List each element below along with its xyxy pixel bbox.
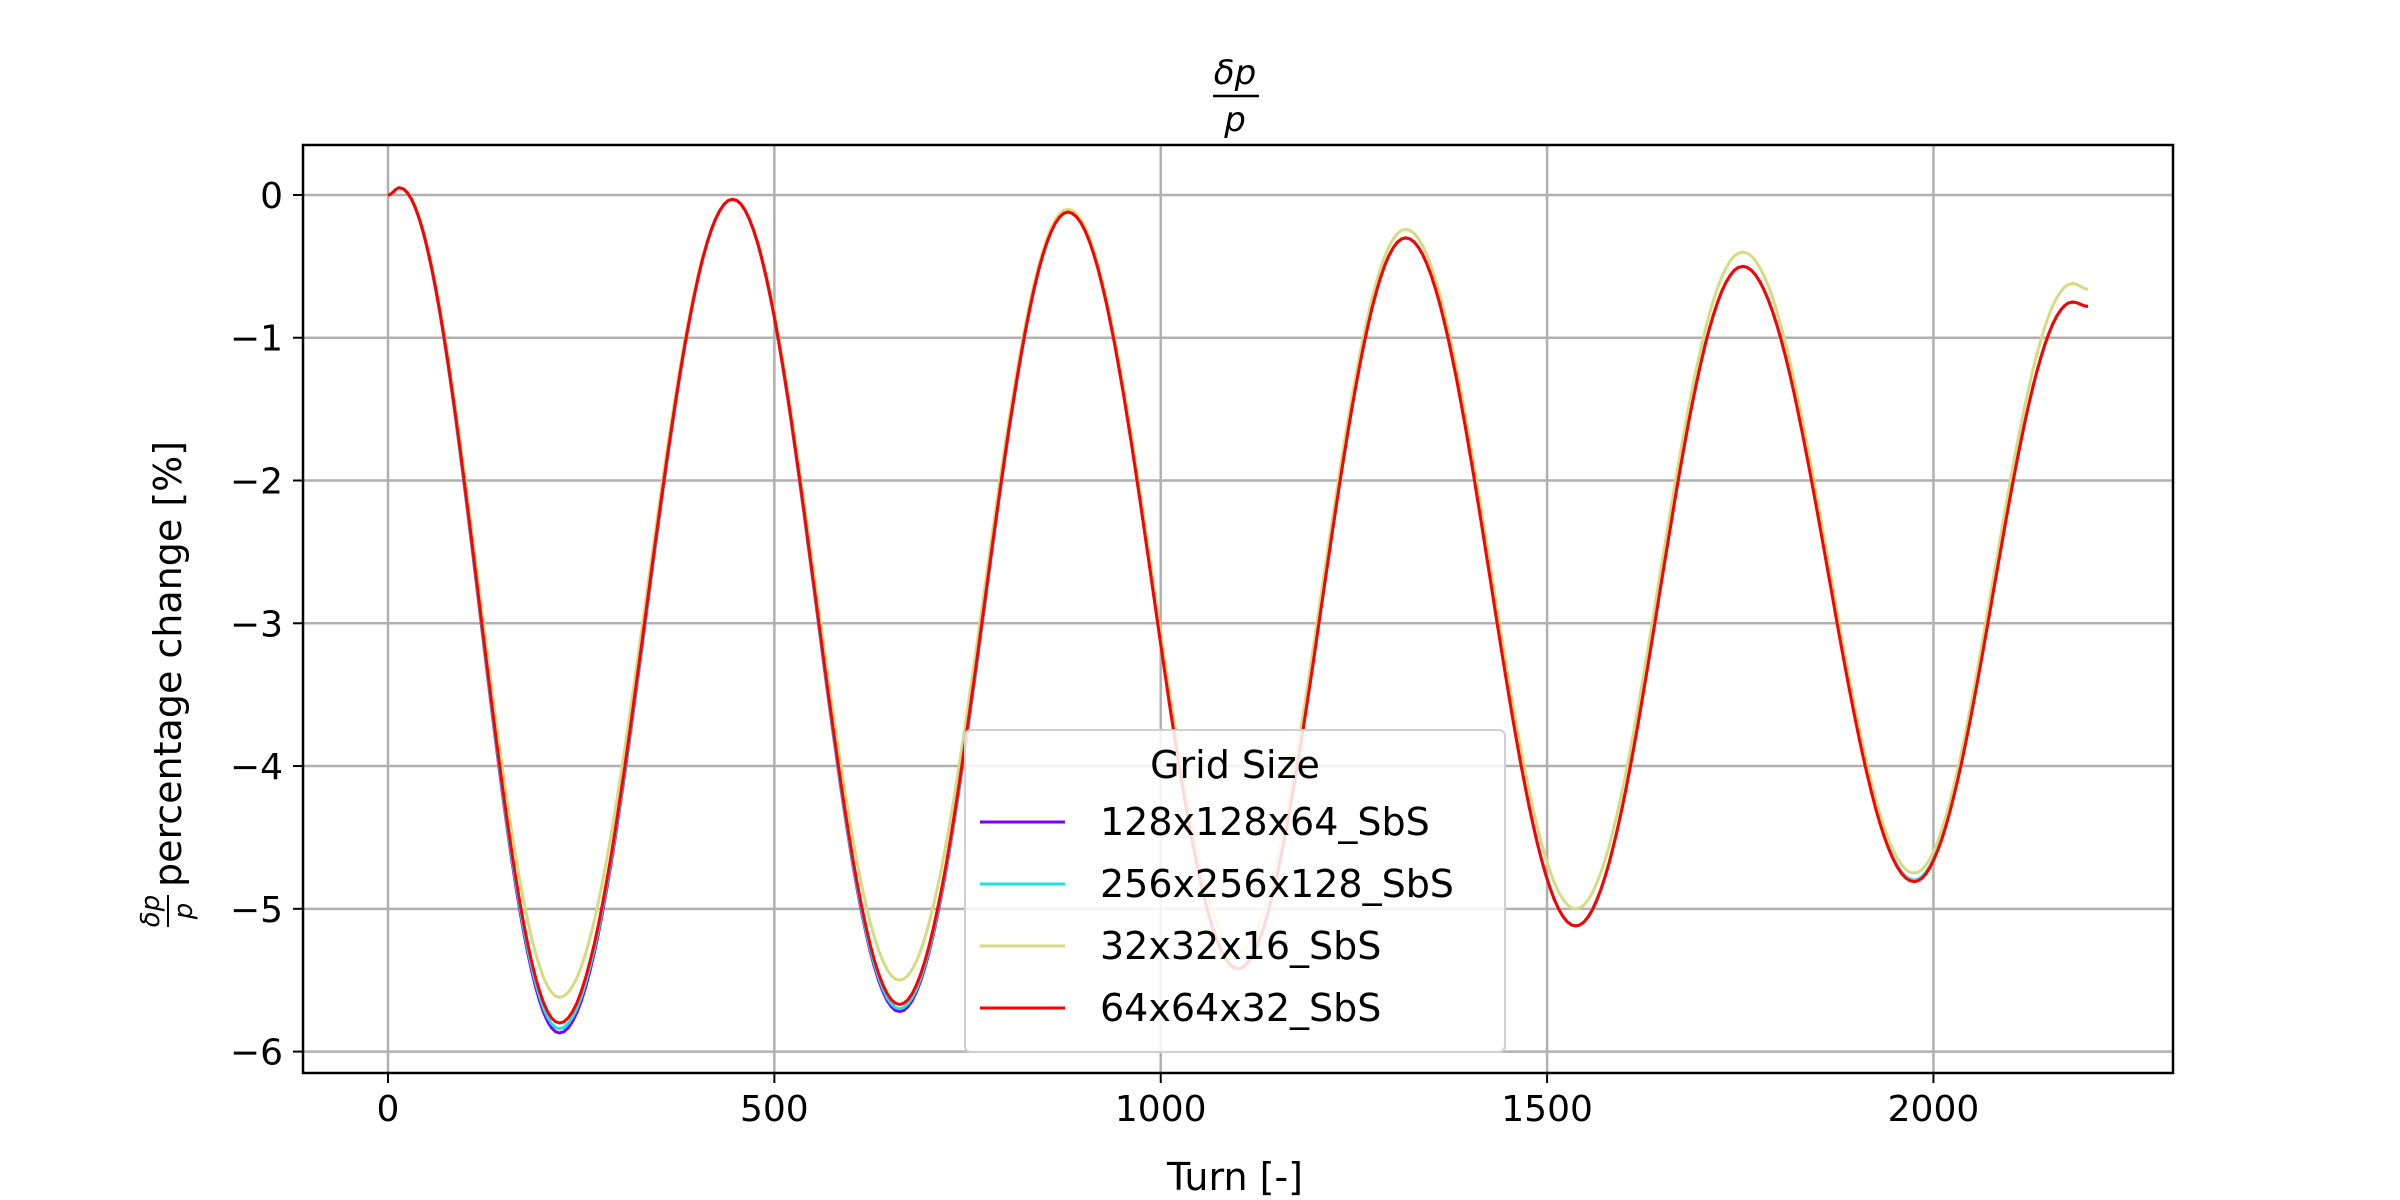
legend-entries: 128x128x64_SbS 256x256x128_SbS 32x32x16_Sb…	[980, 800, 1454, 1030]
y-tick-label: −6	[230, 1033, 283, 1074]
legend-entry-label: 64x64x32_SbS	[1100, 986, 1381, 1030]
y-tick-label: 0	[260, 176, 283, 217]
x-axis-label: Turn [-]	[1166, 1155, 1303, 1199]
legend: Grid Size 128x128x64_SbS 256x256x128_SbS 3…	[964, 729, 1506, 1053]
y-tick-label: −1	[230, 319, 283, 360]
legend-entry-label: 256x256x128_SbS	[1100, 862, 1454, 906]
y-axis-label: δp p percentage change [%]	[136, 441, 199, 927]
y-tick-label: −5	[230, 890, 283, 931]
x-tick-label: 500	[740, 1089, 809, 1130]
y-tick-label: −4	[230, 747, 283, 788]
y-label-fraction-denominator: p	[169, 903, 199, 921]
chart-title: δp p	[1213, 53, 1259, 140]
y-tick-label: −2	[230, 462, 283, 503]
x-tick-label: 1000	[1115, 1089, 1207, 1130]
legend-entry-label: 32x32x16_SbS	[1100, 924, 1381, 968]
plot-area	[301, 143, 2175, 1075]
plot-frame	[301, 143, 2175, 1075]
y-tick-label: −3	[230, 604, 283, 645]
title-denominator: p	[1223, 100, 1246, 140]
legend-title: Grid Size	[1150, 743, 1320, 787]
x-tick-label: 1500	[1501, 1089, 1593, 1130]
legend-box	[964, 729, 1506, 1053]
x-tick-label: 0	[377, 1089, 400, 1130]
legend-entry-label: 128x128x64_SbS	[1100, 800, 1430, 844]
y-axis-ticks: 0 −1 −2 −3 −4 −5 −6	[230, 176, 303, 1074]
y-label-text: percentage change [%]	[146, 441, 190, 887]
x-tick-label: 2000	[1888, 1089, 1980, 1130]
x-axis-ticks: 0 500 1000 1500 2000	[377, 1073, 1980, 1130]
y-label-fraction-numerator: δp	[136, 895, 166, 927]
title-numerator: δp	[1214, 53, 1256, 93]
